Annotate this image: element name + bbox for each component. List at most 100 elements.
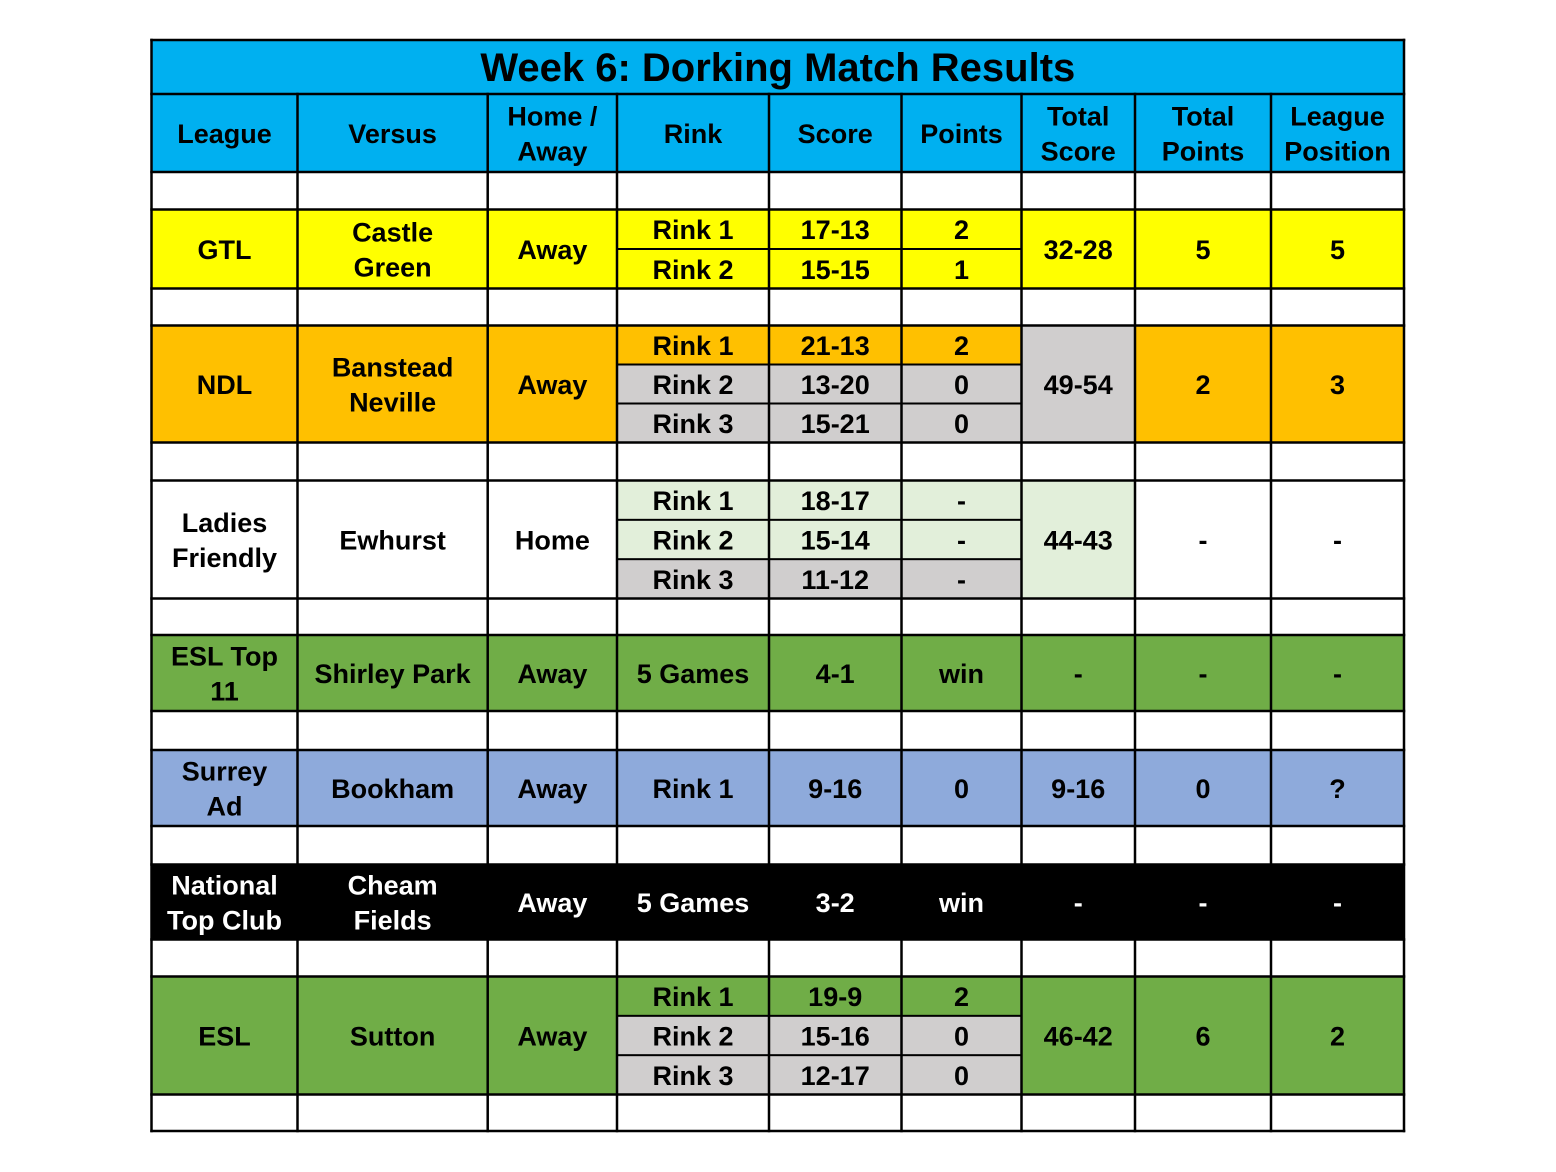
svg-text:National: National (171, 871, 278, 901)
svg-text:5 Games: 5 Games (637, 659, 750, 689)
svg-text:Surrey: Surrey (182, 757, 268, 787)
svg-text:5: 5 (1330, 235, 1345, 265)
svg-text:Fields: Fields (354, 906, 432, 936)
svg-text:Versus: Versus (348, 119, 437, 149)
svg-text:2: 2 (954, 982, 969, 1012)
svg-text:Total: Total (1172, 102, 1235, 132)
svg-text:9-16: 9-16 (1051, 774, 1105, 804)
svg-text:5: 5 (1195, 235, 1210, 265)
svg-text:Position: Position (1284, 137, 1391, 167)
svg-text:-: - (1333, 526, 1342, 556)
svg-text:Rink 2: Rink 2 (652, 1022, 733, 1052)
svg-text:Shirley Park: Shirley Park (315, 659, 472, 689)
svg-text:15-15: 15-15 (801, 255, 870, 285)
svg-text:Rink 3: Rink 3 (652, 409, 733, 439)
svg-text:Green: Green (354, 253, 432, 283)
svg-text:Rink 1: Rink 1 (652, 774, 733, 804)
svg-text:15-14: 15-14 (801, 526, 870, 556)
svg-text:49-54: 49-54 (1044, 370, 1113, 400)
svg-text:46-42: 46-42 (1044, 1022, 1113, 1052)
svg-text:?: ? (1329, 774, 1346, 804)
svg-text:Week 6: Dorking Match Results: Week 6: Dorking Match Results (480, 46, 1075, 90)
svg-text:Rink 1: Rink 1 (652, 331, 733, 361)
svg-text:-: - (957, 526, 966, 556)
svg-text:Rink 2: Rink 2 (652, 526, 733, 556)
svg-text:Rink 3: Rink 3 (652, 565, 733, 595)
svg-text:15-21: 15-21 (801, 409, 870, 439)
svg-text:Rink 2: Rink 2 (652, 255, 733, 285)
svg-text:Away: Away (517, 370, 587, 400)
svg-text:Points: Points (920, 119, 1003, 149)
svg-text:2: 2 (954, 215, 969, 245)
svg-text:GTL: GTL (198, 235, 252, 265)
svg-text:3: 3 (1330, 370, 1345, 400)
svg-text:Rink 1: Rink 1 (652, 215, 733, 245)
svg-text:18-17: 18-17 (801, 486, 870, 516)
svg-text:2: 2 (954, 331, 969, 361)
svg-text:-: - (1199, 526, 1208, 556)
svg-text:0: 0 (954, 774, 969, 804)
svg-text:Banstead: Banstead (332, 353, 454, 383)
svg-text:Score: Score (1041, 137, 1116, 167)
svg-text:-: - (1333, 659, 1342, 689)
svg-text:Sutton: Sutton (350, 1022, 435, 1052)
svg-text:1: 1 (954, 255, 969, 285)
svg-text:Away: Away (517, 774, 587, 804)
svg-text:Away: Away (517, 659, 587, 689)
svg-text:2: 2 (1330, 1022, 1345, 1052)
svg-text:Points: Points (1162, 137, 1245, 167)
svg-text:0: 0 (954, 1022, 969, 1052)
svg-text:17-13: 17-13 (801, 215, 870, 245)
svg-text:19-9: 19-9 (808, 982, 862, 1012)
svg-text:13-20: 13-20 (801, 370, 870, 400)
svg-text:11-12: 11-12 (801, 565, 869, 595)
svg-text:League: League (177, 119, 272, 149)
svg-text:Castle: Castle (352, 218, 433, 248)
svg-text:League: League (1290, 102, 1385, 132)
svg-text:5 Games: 5 Games (637, 888, 750, 918)
svg-text:-: - (1074, 659, 1083, 689)
svg-text:0: 0 (954, 1061, 969, 1091)
svg-text:-: - (957, 565, 966, 595)
svg-text:Away: Away (517, 137, 587, 167)
svg-text:win: win (938, 888, 984, 918)
svg-text:win: win (938, 659, 984, 689)
svg-text:0: 0 (954, 370, 969, 400)
svg-text:Home /: Home / (507, 102, 598, 132)
svg-text:Bookham: Bookham (331, 774, 454, 804)
svg-text:Rink 1: Rink 1 (652, 486, 733, 516)
svg-text:Away: Away (517, 888, 587, 918)
svg-text:ESL Top: ESL Top (171, 642, 278, 672)
svg-text:15-16: 15-16 (801, 1022, 870, 1052)
svg-text:-: - (1199, 888, 1208, 918)
svg-text:4-1: 4-1 (816, 659, 855, 689)
svg-text:-: - (1333, 888, 1342, 918)
svg-text:3-2: 3-2 (816, 888, 855, 918)
svg-text:Neville: Neville (349, 388, 436, 418)
svg-text:Ad: Ad (207, 792, 243, 822)
svg-text:NDL: NDL (197, 370, 253, 400)
svg-text:0: 0 (1195, 774, 1210, 804)
svg-text:12-17: 12-17 (801, 1061, 870, 1091)
svg-text:Ladies: Ladies (182, 508, 268, 538)
svg-text:Friendly: Friendly (172, 543, 277, 573)
svg-text:32-28: 32-28 (1044, 235, 1113, 265)
svg-text:0: 0 (954, 409, 969, 439)
svg-text:ESL: ESL (198, 1022, 251, 1052)
svg-text:6: 6 (1195, 1022, 1210, 1052)
svg-text:Home: Home (515, 526, 590, 556)
svg-text:44-43: 44-43 (1044, 526, 1113, 556)
svg-text:Away: Away (517, 235, 587, 265)
svg-text:Rink: Rink (664, 119, 723, 149)
svg-text:-: - (1074, 888, 1083, 918)
svg-text:Rink 2: Rink 2 (652, 370, 733, 400)
svg-text:2: 2 (1195, 370, 1210, 400)
svg-text:Ewhurst: Ewhurst (339, 526, 446, 556)
svg-text:Top Club: Top Club (167, 906, 282, 936)
svg-text:11: 11 (210, 677, 239, 707)
svg-text:Rink 3: Rink 3 (652, 1061, 733, 1091)
svg-text:Away: Away (517, 1022, 587, 1052)
svg-text:Cheam: Cheam (348, 871, 438, 901)
svg-text:Total: Total (1047, 102, 1110, 132)
svg-text:Rink 1: Rink 1 (652, 982, 733, 1012)
